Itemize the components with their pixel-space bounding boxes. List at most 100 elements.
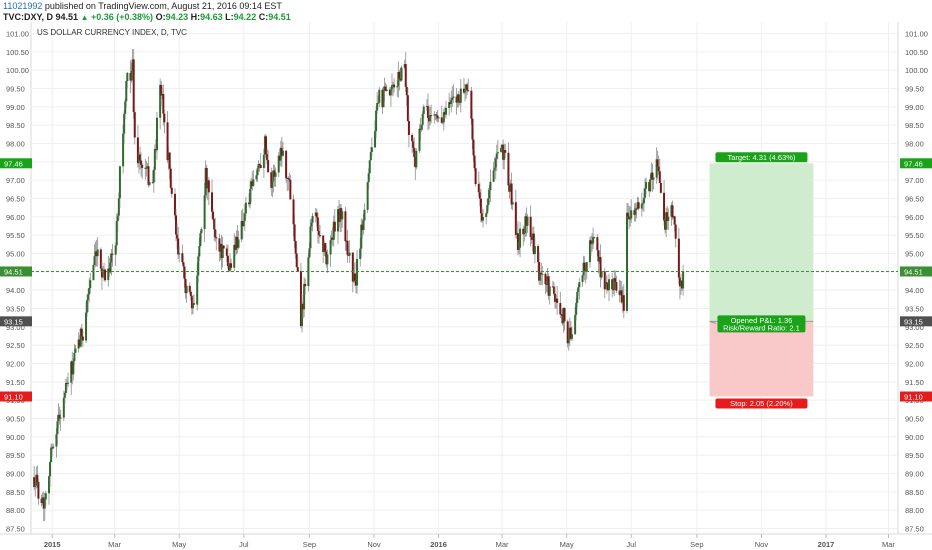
candle-body: [487, 198, 490, 206]
y-tick-label-left: 95.00: [6, 250, 25, 259]
candle-body: [136, 137, 139, 164]
candle-body: [533, 246, 536, 254]
candle-body: [251, 181, 254, 186]
candle-body: [608, 279, 610, 291]
candle-body: [545, 283, 548, 285]
candle-body: [71, 361, 74, 375]
y-tick-label-left: 90.00: [6, 433, 25, 442]
candle-body: [87, 294, 90, 300]
candle-body: [175, 215, 178, 235]
candle-body: [598, 257, 601, 262]
candle-body: [274, 172, 277, 177]
candle-body: [418, 128, 421, 151]
candle-body: [551, 286, 554, 288]
candle-body: [212, 211, 215, 219]
candle-body: [94, 251, 97, 257]
x-tick-label: Mar: [496, 540, 509, 549]
candle-body: [681, 280, 684, 289]
candle-body: [294, 241, 297, 254]
price-tag-text-right: 91.10: [904, 393, 923, 402]
candle-body: [199, 233, 202, 247]
candle-body: [315, 212, 318, 218]
candle-body: [248, 202, 251, 205]
candle-body: [509, 183, 512, 192]
candle-body: [314, 212, 317, 216]
candle-body: [152, 169, 155, 183]
candle-body: [198, 246, 201, 257]
y-tick-label-right: 98.50: [905, 121, 924, 130]
candle-body: [377, 102, 380, 104]
arrow-up-icon: ▲: [80, 13, 89, 22]
candle-body: [503, 150, 506, 160]
candle-body: [378, 89, 381, 103]
candle-body: [635, 208, 638, 210]
candle-body: [193, 303, 196, 305]
candle-body: [508, 185, 511, 192]
candle-body: [388, 89, 391, 96]
candle-body: [369, 152, 372, 161]
close-value: 94.51: [268, 12, 291, 22]
candle-body: [663, 192, 666, 221]
candle-body: [627, 212, 630, 217]
high-label: H:: [190, 12, 201, 22]
candle-body: [116, 215, 119, 222]
candle-body: [168, 152, 171, 169]
candle-body: [457, 94, 460, 102]
candle-body: [590, 240, 593, 244]
candle-body: [124, 101, 127, 114]
candle-body: [77, 339, 80, 349]
candle-body: [289, 179, 292, 200]
candle-body: [130, 71, 133, 81]
candle-body: [144, 167, 147, 169]
pl-label-box: [717, 315, 806, 333]
y-tick-label-left: 95.50: [6, 231, 25, 240]
candle-body: [325, 251, 328, 265]
candle-body: [265, 136, 268, 155]
position-labels: Target: 4.31 (4.63%) Opened P&L: 1.36Risk…: [715, 152, 808, 409]
y-tick-label-left: 99.00: [6, 103, 25, 112]
candle-body: [43, 499, 46, 509]
candle-body: [538, 262, 541, 281]
candle-body: [470, 90, 473, 119]
author-link[interactable]: 11021992: [3, 1, 43, 11]
candle-body: [673, 216, 676, 225]
candle-body: [89, 280, 92, 289]
candle-body: [259, 165, 262, 169]
low-label: L:: [225, 12, 234, 22]
candle-body: [295, 253, 298, 268]
candle-body: [412, 141, 415, 148]
candle-body: [477, 184, 480, 193]
candle-body: [100, 268, 103, 278]
candle-body: [599, 257, 602, 278]
candle-body: [241, 221, 244, 227]
candle-body: [359, 248, 362, 259]
candle-body: [569, 327, 572, 339]
candle-body: [169, 168, 172, 188]
candle-body: [399, 78, 402, 81]
candle-body: [62, 397, 65, 418]
y-tick-label-right: 92.50: [905, 341, 924, 350]
y-tick-label-left: 99.50: [6, 85, 25, 94]
price-chart[interactable]: Target: 4.31 (4.63%) Opened P&L: 1.36Risk…: [0, 22, 932, 550]
candle-body: [109, 262, 112, 273]
stop-zone: [709, 321, 814, 397]
candle-body: [227, 266, 230, 271]
y-tick-label-left: 98.50: [6, 121, 25, 130]
y-tick-label-left: 101.00: [6, 30, 29, 39]
candle-body: [570, 334, 573, 339]
candle-body: [339, 208, 342, 223]
candle-body: [474, 168, 477, 185]
y-tick-label-left: 89.50: [6, 451, 25, 460]
candle-body: [530, 237, 533, 240]
candle-body: [229, 263, 232, 271]
y-tick-label-left: 96.00: [6, 213, 25, 222]
candle-body: [348, 252, 351, 256]
candle-body: [559, 302, 562, 315]
x-tick-label: May: [172, 540, 186, 549]
candle-body: [442, 112, 445, 123]
candle-body: [465, 84, 468, 90]
candle-body: [396, 86, 399, 88]
y-tick-label-right: 87.50: [905, 525, 924, 534]
candle-body: [331, 237, 334, 240]
candle-body: [200, 229, 203, 234]
